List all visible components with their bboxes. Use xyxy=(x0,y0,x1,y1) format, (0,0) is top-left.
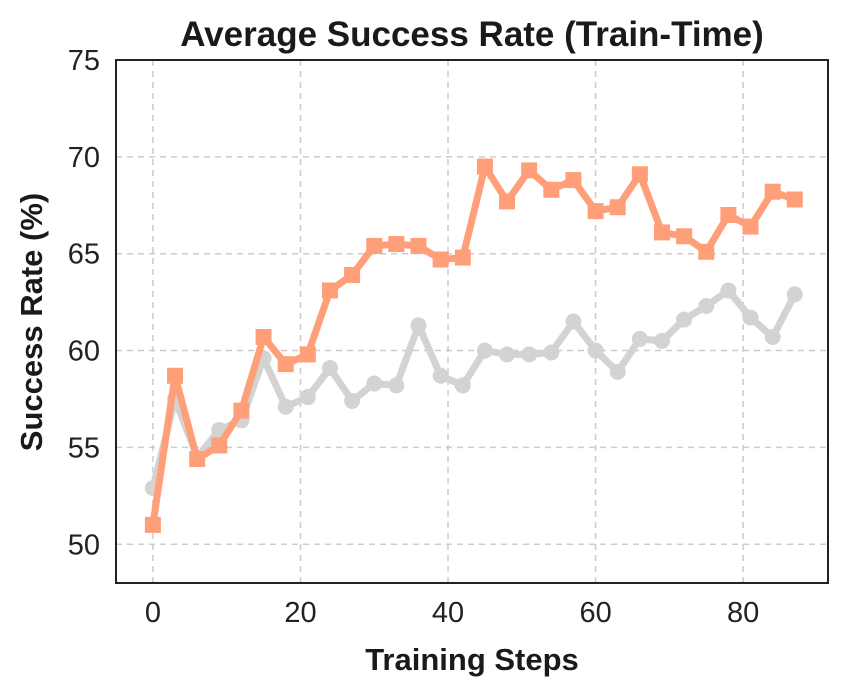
data-point xyxy=(476,158,493,175)
plot-frame xyxy=(115,59,829,584)
grid-lines xyxy=(116,59,828,583)
data-point xyxy=(609,363,626,380)
data-point xyxy=(631,166,648,183)
series-baseline xyxy=(144,282,803,497)
y-tick-label: 60 xyxy=(68,336,100,368)
chart-title: Average Success Rate (Train-Time) xyxy=(180,15,764,54)
data-point xyxy=(742,309,759,326)
y-tick-label: 65 xyxy=(68,239,100,271)
data-point xyxy=(211,437,228,454)
y-axis-ticks: 50 55 60 65 70 75 xyxy=(68,45,100,561)
data-point xyxy=(410,237,427,254)
data-point xyxy=(764,328,781,345)
data-point xyxy=(676,311,693,328)
data-point xyxy=(144,516,161,533)
x-axis-ticks: 0 20 40 60 80 xyxy=(145,597,759,629)
data-point xyxy=(255,328,272,345)
data-point xyxy=(277,398,294,415)
data-point xyxy=(742,218,759,235)
data-point xyxy=(388,377,405,394)
data-point xyxy=(366,375,383,392)
y-axis-label: Success Rate (%) xyxy=(14,193,49,451)
data-point xyxy=(764,183,781,200)
data-point xyxy=(476,342,493,359)
x-tick-label: 0 xyxy=(145,597,161,629)
data-point xyxy=(720,206,737,223)
data-point xyxy=(543,181,560,198)
data-point xyxy=(565,313,582,330)
data-point xyxy=(299,389,316,406)
data-point xyxy=(454,377,471,394)
plot-series xyxy=(144,158,803,533)
y-tick-label: 75 xyxy=(68,45,100,77)
data-point xyxy=(277,356,294,373)
data-point xyxy=(720,282,737,299)
y-tick-label: 55 xyxy=(68,432,100,464)
y-tick-label: 50 xyxy=(68,529,100,561)
data-point xyxy=(432,251,449,268)
data-point xyxy=(565,172,582,189)
data-point xyxy=(167,367,184,384)
data-point xyxy=(499,193,516,210)
x-tick-label: 60 xyxy=(579,597,611,629)
data-point xyxy=(321,359,338,376)
x-tick-label: 20 xyxy=(284,597,316,629)
data-point xyxy=(521,346,538,363)
x-tick-label: 40 xyxy=(432,597,464,629)
data-point xyxy=(388,236,405,253)
series-method xyxy=(144,158,803,533)
data-point xyxy=(587,342,604,359)
data-point xyxy=(499,346,516,363)
data-point xyxy=(366,237,383,254)
data-point xyxy=(543,344,560,361)
data-point xyxy=(786,191,803,208)
data-point xyxy=(609,199,626,216)
data-point xyxy=(344,392,361,409)
data-point xyxy=(454,249,471,266)
data-point xyxy=(189,451,206,468)
x-tick-label: 80 xyxy=(727,597,759,629)
data-point xyxy=(587,203,604,220)
data-point xyxy=(321,282,338,299)
data-point xyxy=(786,286,803,303)
data-point xyxy=(521,162,538,179)
data-point xyxy=(698,243,715,260)
x-axis-label: Training Steps xyxy=(365,642,579,677)
data-point xyxy=(653,332,670,349)
y-tick-label: 70 xyxy=(68,142,100,174)
data-point xyxy=(233,402,250,419)
data-point xyxy=(631,330,648,347)
data-point xyxy=(344,267,361,284)
data-point xyxy=(410,317,427,334)
data-point xyxy=(698,298,715,315)
data-point xyxy=(432,367,449,384)
data-point xyxy=(299,346,316,363)
data-point xyxy=(676,228,693,245)
data-point xyxy=(653,224,670,241)
